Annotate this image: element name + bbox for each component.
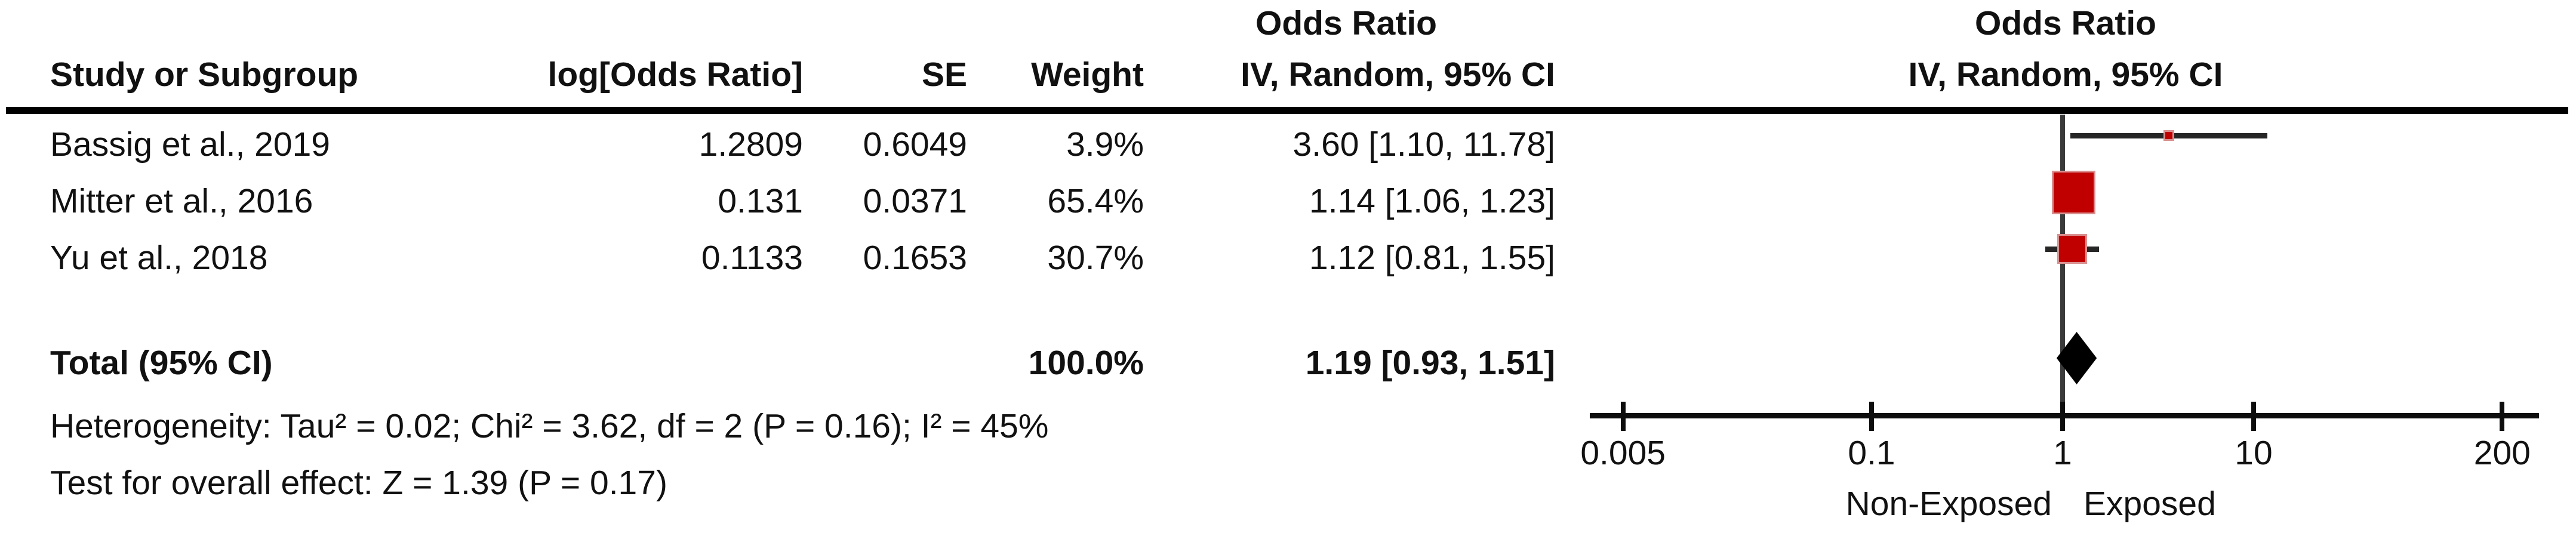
axis-tick-label: 1 <box>2053 434 2072 472</box>
total-ci-text: 1.19 [0.93, 1.51] <box>1305 344 1555 382</box>
axis-tick-label: 0.1 <box>1848 434 1895 472</box>
axis-label-non-exposed: Non-Exposed <box>1845 485 2052 523</box>
study-se: 0.0371 <box>863 182 967 220</box>
total-label: Total (95% CI) <box>50 344 273 382</box>
study-log-or: 0.131 <box>718 182 803 220</box>
header-ci: IV, Random, 95% CI <box>1241 56 1555 94</box>
plot-column-title: Odds Ratio <box>1974 4 2156 42</box>
axis-tick <box>2060 402 2065 431</box>
total-weight: 100.0% <box>1028 344 1144 382</box>
study-weight: 30.7% <box>1047 239 1144 277</box>
study-se: 0.6049 <box>863 125 967 164</box>
heterogeneity-stats: Heterogeneity: Tau² = 0.02; Chi² = 3.62,… <box>50 407 1049 445</box>
study-name: Mitter et al., 2016 <box>50 182 313 220</box>
axis-label-exposed: Exposed <box>2083 485 2216 523</box>
axis-tick <box>2500 402 2505 431</box>
header-se: SE <box>921 56 967 94</box>
axis-tick-label: 10 <box>2235 434 2273 472</box>
axis-tick <box>1869 402 1874 431</box>
study-point-estimate-marker <box>2057 234 2087 264</box>
axis-tick <box>1620 402 1626 431</box>
study-weight: 3.9% <box>1066 125 1144 164</box>
study-ci-text: 3.60 [1.10, 11.78] <box>1292 125 1555 164</box>
effect-column-title: Odds Ratio <box>1255 4 1437 42</box>
axis-tick-label: 0.005 <box>1580 434 1666 472</box>
study-weight: 65.4% <box>1047 182 1144 220</box>
header-log-odds-ratio: log[Odds Ratio] <box>547 56 803 94</box>
axis-tick <box>2251 402 2256 431</box>
study-log-or: 1.2809 <box>698 125 803 164</box>
overall-effect-test: Test for overall effect: Z = 1.39 (P = 0… <box>50 464 667 502</box>
header-study: Study or Subgroup <box>50 56 359 94</box>
study-point-estimate-marker <box>2163 130 2175 141</box>
study-se: 0.1653 <box>863 239 967 277</box>
null-effect-line <box>2060 115 2065 431</box>
study-name: Yu et al., 2018 <box>50 239 268 277</box>
study-name: Bassig et al., 2019 <box>50 125 330 164</box>
axis-tick-label: 200 <box>2473 434 2531 472</box>
header-weight: Weight <box>1031 56 1144 94</box>
study-ci-text: 1.12 [0.81, 1.55] <box>1309 239 1555 277</box>
header-divider <box>6 107 2568 114</box>
study-log-or: 0.1133 <box>701 239 803 277</box>
study-ci-text: 1.14 [1.06, 1.23] <box>1309 182 1555 220</box>
study-point-estimate-marker <box>2051 170 2095 214</box>
header-plot-ci: IV, Random, 95% CI <box>1908 56 2223 94</box>
